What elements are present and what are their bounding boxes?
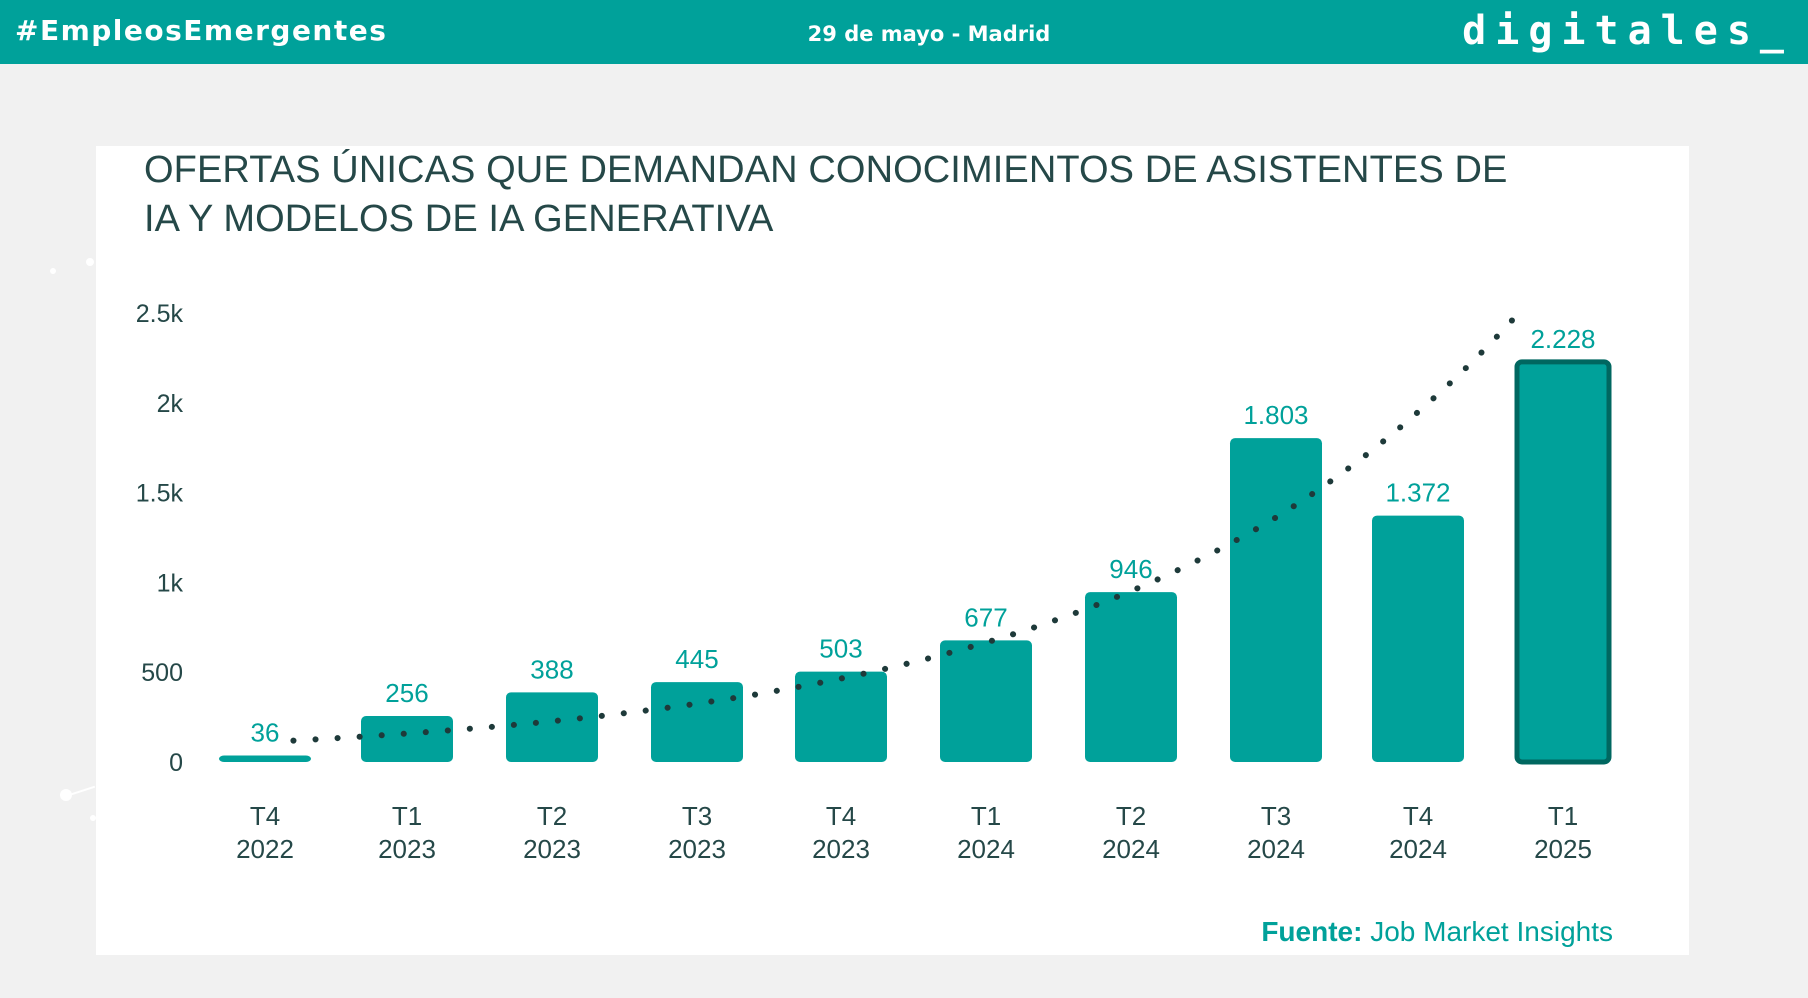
x-tick-label: T1 <box>1548 801 1578 831</box>
data-label: 388 <box>530 654 573 684</box>
decor-dot-icon <box>86 258 94 266</box>
x-tick-label: 2023 <box>812 834 870 864</box>
x-tick-label: T2 <box>1116 801 1146 831</box>
hashtag-title: #EmpleosEmergentes <box>15 14 388 47</box>
x-tick-label: 2024 <box>1247 834 1305 864</box>
x-tick-label: T4 <box>250 801 280 831</box>
data-label: 2.228 <box>1530 324 1595 354</box>
bar <box>940 640 1032 762</box>
data-label: 445 <box>675 644 718 674</box>
bar <box>1230 438 1322 762</box>
event-date-location: 29 de mayo - Madrid <box>807 22 1051 46</box>
decor-dot-icon <box>90 815 96 821</box>
chart-title-line: IA Y MODELOS DE IA GENERATIVA <box>144 198 774 240</box>
x-tick-label: T3 <box>682 801 712 831</box>
x-tick-label: T1 <box>392 801 422 831</box>
y-tick-label: 2.5k <box>136 300 184 328</box>
chart-title-line: OFERTAS ÚNICAS QUE DEMANDAN CONOCIMIENTO… <box>144 149 1508 191</box>
x-tick-label: 2024 <box>1102 834 1160 864</box>
trend-line <box>290 317 1516 744</box>
bar <box>651 682 743 762</box>
x-tick-label: 2024 <box>957 834 1015 864</box>
bar <box>1514 359 1612 765</box>
source-credit: Fuente: Job Market Insights <box>1261 916 1613 948</box>
data-label: 677 <box>964 602 1007 632</box>
source-label: Fuente: <box>1261 916 1363 947</box>
data-label: 946 <box>1109 554 1152 584</box>
decor-dot-icon <box>50 268 56 274</box>
chart-title: OFERTAS ÚNICAS QUE DEMANDAN CONOCIMIENTO… <box>144 146 1614 244</box>
x-tick-label: T1 <box>971 801 1001 831</box>
x-tick-label: 2024 <box>1389 834 1447 864</box>
data-label: 1.372 <box>1385 478 1450 508</box>
y-tick-label: 2k <box>157 390 184 418</box>
bar <box>1372 515 1464 762</box>
top-banner: #EmpleosEmergentes 29 de mayo - Madrid d… <box>0 0 1808 64</box>
x-tick-label: T4 <box>1403 801 1433 831</box>
data-label: 256 <box>385 678 428 708</box>
x-tick-label: 2025 <box>1534 834 1592 864</box>
data-label: 503 <box>819 634 862 664</box>
x-tick-label: T3 <box>1261 801 1291 831</box>
y-tick-label: 1.5k <box>136 480 184 508</box>
bar <box>1085 592 1177 762</box>
bar <box>219 755 311 762</box>
data-label: 1.803 <box>1243 400 1308 430</box>
x-tick-label: 2023 <box>668 834 726 864</box>
bar <box>506 692 598 762</box>
y-tick-label: 1k <box>157 569 184 597</box>
brand-logo: digitales_ <box>1462 8 1793 54</box>
data-label: 36 <box>251 718 280 748</box>
x-tick-label: 2023 <box>378 834 436 864</box>
x-tick-label: T2 <box>537 801 567 831</box>
y-tick-label: 0 <box>169 749 183 777</box>
x-tick-label: 2022 <box>236 834 294 864</box>
x-tick-label: T4 <box>826 801 856 831</box>
y-tick-label: 500 <box>141 659 183 687</box>
bar <box>795 671 887 762</box>
source-text: Job Market Insights <box>1370 916 1613 947</box>
x-tick-label: 2023 <box>523 834 581 864</box>
bar <box>361 716 453 762</box>
